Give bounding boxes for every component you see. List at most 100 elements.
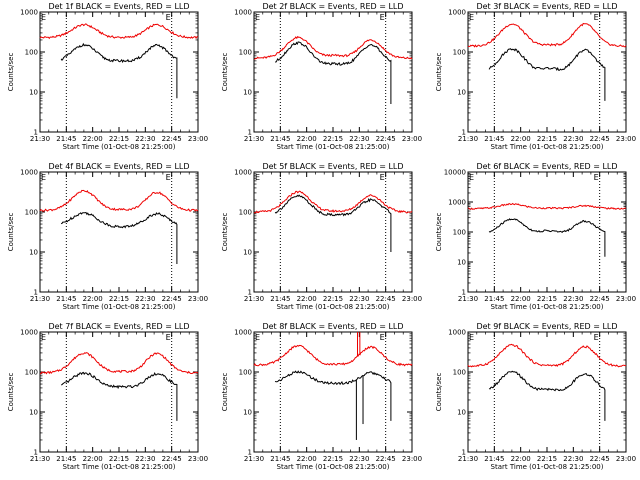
event-marker-label: E	[255, 173, 260, 182]
series-black-events	[488, 48, 606, 101]
panel-det-3f: Det 3f BLACK = Events, RED = LLD 1 10 100 10…	[435, 2, 636, 151]
x-tick-label: 23:00	[402, 455, 422, 463]
x-tick-label: 21:45	[484, 455, 504, 463]
x-axis-label: Start Time (01-Oct-08 21:25:00)	[63, 143, 176, 151]
series-red-lld	[467, 343, 627, 368]
event-marker-label: E	[255, 13, 260, 22]
series-red-lld	[39, 189, 199, 212]
x-axis-label: Start Time (01-Oct-08 21:25:00)	[277, 143, 390, 151]
y-tick-label: 10	[243, 409, 252, 417]
x-tick-label: 22:30	[563, 455, 583, 463]
x-tick-label: 21:45	[56, 295, 76, 303]
panel-det-7f: Det 7f BLACK = Events, RED = LLD 1 10 100 10…	[7, 322, 208, 471]
x-tick-label: 22:15	[109, 135, 129, 143]
x-tick-label: 21:30	[458, 135, 478, 143]
x-axis-label: Start Time (01-Oct-08 21:25:00)	[491, 463, 604, 471]
x-tick-label: 22:45	[590, 455, 610, 463]
x-tick-label: 23:00	[616, 135, 636, 143]
series-black-events	[60, 371, 178, 421]
series-red-lld	[39, 23, 199, 40]
y-tick-label: 10000	[444, 169, 466, 177]
x-tick-label: 22:15	[109, 455, 129, 463]
y-tick-label: 100	[453, 229, 466, 237]
y-tick-label: 1	[34, 449, 38, 457]
panel-title: Det 6f BLACK = Events, RED = LLD	[476, 162, 617, 171]
x-axis-label: Start Time (01-Oct-08 21:25:00)	[63, 303, 176, 311]
y-tick-label: 10	[243, 249, 252, 257]
y-tick-label: 1	[34, 289, 38, 297]
x-tick-label: 21:30	[244, 295, 264, 303]
y-tick-label: 100	[25, 209, 38, 217]
panel-det-6f: Det 6f BLACK = Events, RED = LLD 1 10 100 10…	[435, 162, 636, 311]
event-marker-label: E	[380, 13, 385, 22]
event-marker-label: E	[594, 173, 599, 182]
event-marker-label: E	[380, 173, 385, 182]
series-red-lld	[253, 344, 413, 367]
x-tick-label: 21:45	[270, 135, 290, 143]
plot-frame	[39, 11, 199, 133]
x-tick-label: 21:45	[484, 295, 504, 303]
x-tick-label: 22:45	[376, 455, 396, 463]
x-tick-label: 22:45	[590, 295, 610, 303]
y-tick-label: 1000	[20, 329, 38, 337]
x-tick-label: 23:00	[402, 295, 422, 303]
series-red-lld	[40, 352, 199, 375]
y-tick-label: 1	[462, 129, 466, 137]
x-tick-label: 23:00	[188, 135, 208, 143]
y-axis-label: Counts/sec	[7, 373, 15, 412]
panel-det-5f: Det 5f BLACK = Events, RED = LLD 1 10 100 10…	[221, 162, 422, 311]
y-axis-label: Counts/sec	[7, 213, 15, 252]
y-tick-label: 1000	[448, 329, 466, 337]
event-marker-label: E	[41, 333, 46, 342]
panel-det-2f: Det 2f BLACK = Events, RED = LLD 1 10 100 10…	[221, 2, 422, 151]
series-black-events	[60, 42, 178, 99]
event-marker-label: E	[469, 13, 474, 22]
event-marker-label: E	[166, 13, 171, 22]
y-tick-label: 10	[457, 409, 466, 417]
plot-frame	[39, 171, 199, 293]
plot-frame	[467, 331, 627, 453]
y-tick-label: 1000	[20, 9, 38, 17]
series-red-lld	[467, 22, 627, 48]
x-tick-label: 22:45	[590, 135, 610, 143]
y-tick-label: 1	[462, 289, 466, 297]
event-marker-label: E	[41, 173, 46, 182]
y-tick-label: 1000	[20, 169, 38, 177]
x-tick-label: 22:00	[297, 135, 317, 143]
x-tick-label: 22:00	[511, 135, 531, 143]
plot-frame	[467, 11, 627, 133]
x-tick-label: 21:45	[56, 135, 76, 143]
panel-title: Det 8f BLACK = Events, RED = LLD	[262, 322, 403, 331]
panel-det-4f: Det 4f BLACK = Events, RED = LLD 1 10 100 10…	[7, 162, 208, 311]
panel-title: Det 7f BLACK = Events, RED = LLD	[48, 322, 189, 331]
x-tick-label: 22:00	[297, 455, 317, 463]
x-tick-label: 22:30	[349, 455, 369, 463]
event-marker-label: E	[594, 13, 599, 22]
event-marker-label: E	[166, 333, 171, 342]
y-axis-label: Counts/sec	[7, 53, 15, 92]
x-tick-label: 23:00	[402, 135, 422, 143]
x-axis-label: Start Time (01-Oct-08 21:25:00)	[277, 463, 390, 471]
x-tick-label: 21:30	[30, 455, 50, 463]
y-axis-label: Counts/sec	[435, 373, 443, 412]
x-tick-label: 22:00	[511, 295, 531, 303]
y-tick-label: 100	[25, 369, 38, 377]
x-tick-label: 22:00	[83, 135, 103, 143]
y-tick-label: 1	[462, 449, 466, 457]
y-axis-label: Counts/sec	[221, 213, 229, 252]
y-tick-label: 10	[243, 89, 252, 97]
y-tick-label: 10	[457, 89, 466, 97]
x-tick-label: 21:30	[30, 295, 50, 303]
x-tick-label: 21:45	[56, 455, 76, 463]
x-tick-label: 22:00	[511, 455, 531, 463]
x-tick-label: 21:45	[270, 295, 290, 303]
series-red-lld	[467, 202, 627, 210]
y-tick-label: 100	[453, 369, 466, 377]
x-tick-label: 23:00	[188, 295, 208, 303]
x-tick-label: 22:45	[162, 295, 182, 303]
series-red-lld	[253, 190, 413, 214]
y-tick-label: 1000	[234, 9, 252, 17]
x-tick-label: 22:00	[297, 295, 317, 303]
series-black-events	[60, 211, 178, 264]
x-tick-label: 22:45	[162, 135, 182, 143]
